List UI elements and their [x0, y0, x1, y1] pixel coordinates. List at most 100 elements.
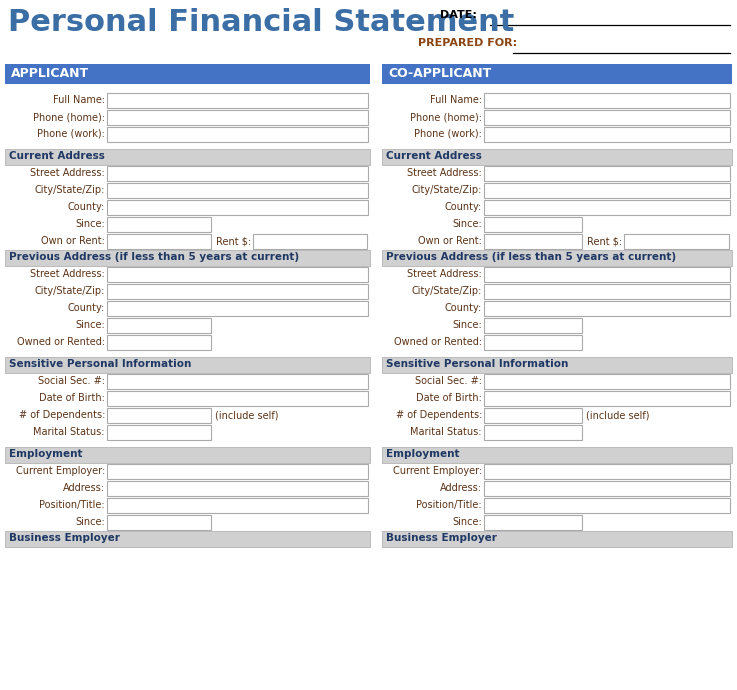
Text: PREPARED FOR:: PREPARED FOR:	[418, 38, 517, 48]
Text: Current Address: Current Address	[9, 151, 105, 161]
Text: City/State/Zip:: City/State/Zip:	[35, 286, 105, 296]
Text: Address:: Address:	[63, 483, 105, 493]
Bar	[107, 498, 368, 513]
Text: Since:: Since:	[453, 320, 482, 330]
Bar	[107, 93, 368, 108]
Bar	[107, 217, 211, 232]
Text: Since:: Since:	[75, 517, 105, 527]
Text: County:: County:	[68, 303, 105, 313]
Text: Phone (work):: Phone (work):	[414, 129, 482, 139]
Bar	[107, 391, 368, 406]
Bar	[484, 284, 730, 299]
Text: Date of Birth:: Date of Birth:	[39, 393, 105, 403]
Bar	[382, 447, 732, 463]
Bar	[484, 391, 730, 406]
Bar	[484, 166, 730, 181]
Bar	[107, 318, 211, 333]
Bar	[382, 64, 732, 84]
Text: Date of Birth:: Date of Birth:	[416, 393, 482, 403]
Text: Current Employer:: Current Employer:	[15, 466, 105, 476]
Bar	[484, 335, 582, 350]
Bar	[107, 515, 211, 530]
Text: Phone (work):: Phone (work):	[37, 129, 105, 139]
Text: Since:: Since:	[75, 320, 105, 330]
Text: Previous Address (if less than 5 years at current): Previous Address (if less than 5 years a…	[386, 252, 676, 262]
Text: Own or Rent:: Own or Rent:	[418, 236, 482, 246]
Text: Full Name:: Full Name:	[430, 95, 482, 105]
Text: (include self): (include self)	[215, 410, 279, 420]
Text: Sensitive Personal Information: Sensitive Personal Information	[9, 359, 192, 369]
Bar	[484, 183, 730, 198]
Bar	[107, 374, 368, 389]
Bar	[5, 357, 370, 373]
Bar	[484, 498, 730, 513]
Bar	[484, 425, 582, 440]
Bar	[484, 127, 730, 142]
Text: City/State/Zip:: City/State/Zip:	[412, 185, 482, 195]
Text: Street Address:: Street Address:	[408, 168, 482, 178]
Bar	[484, 267, 730, 282]
Bar	[484, 110, 730, 125]
Text: # of Dependents:: # of Dependents:	[396, 410, 482, 420]
Bar	[484, 464, 730, 479]
Text: Marital Status:: Marital Status:	[33, 427, 105, 437]
Text: (include self): (include self)	[586, 410, 649, 420]
Bar	[107, 234, 211, 249]
Text: Rent $:: Rent $:	[587, 236, 622, 246]
Text: Marital Status:: Marital Status:	[411, 427, 482, 437]
Text: DATE:: DATE:	[440, 10, 477, 20]
Bar	[484, 318, 582, 333]
Bar	[107, 481, 368, 496]
Text: Business Employer: Business Employer	[9, 533, 120, 543]
Bar	[107, 335, 211, 350]
Text: Since:: Since:	[453, 219, 482, 229]
Bar	[484, 515, 582, 530]
Bar	[382, 250, 732, 266]
Bar	[484, 481, 730, 496]
Bar	[107, 464, 368, 479]
Text: County:: County:	[444, 303, 482, 313]
Bar	[484, 234, 582, 249]
Bar	[107, 166, 368, 181]
Text: Social Sec. #:: Social Sec. #:	[415, 376, 482, 386]
Text: Social Sec. #:: Social Sec. #:	[38, 376, 105, 386]
Bar	[624, 234, 729, 249]
Bar	[5, 531, 370, 547]
Text: CO-APPLICANT: CO-APPLICANT	[388, 67, 492, 80]
Bar	[107, 200, 368, 215]
Bar	[107, 425, 211, 440]
Text: Sensitive Personal Information: Sensitive Personal Information	[386, 359, 568, 369]
Bar	[107, 301, 368, 316]
Bar	[5, 250, 370, 266]
Bar	[107, 284, 368, 299]
Text: City/State/Zip:: City/State/Zip:	[35, 185, 105, 195]
Text: Full Name:: Full Name:	[53, 95, 105, 105]
Bar	[382, 531, 732, 547]
Text: Position/Title:: Position/Title:	[39, 500, 105, 510]
Text: Since:: Since:	[453, 517, 482, 527]
Text: Address:: Address:	[440, 483, 482, 493]
Text: Phone (home):: Phone (home):	[410, 112, 482, 122]
Text: Employment: Employment	[9, 449, 83, 459]
Text: Owned or Rented:: Owned or Rented:	[394, 337, 482, 347]
Bar	[484, 408, 582, 423]
Text: APPLICANT: APPLICANT	[11, 67, 89, 80]
Bar	[107, 183, 368, 198]
Bar	[484, 217, 582, 232]
Bar	[253, 234, 367, 249]
Bar	[484, 200, 730, 215]
Text: City/State/Zip:: City/State/Zip:	[412, 286, 482, 296]
Text: Own or Rent:: Own or Rent:	[41, 236, 105, 246]
Text: County:: County:	[444, 202, 482, 212]
Text: Previous Address (if less than 5 years at current): Previous Address (if less than 5 years a…	[9, 252, 299, 262]
Text: Current Employer:: Current Employer:	[393, 466, 482, 476]
Text: Personal Financial Statement: Personal Financial Statement	[8, 8, 514, 37]
Bar	[107, 127, 368, 142]
Text: Street Address:: Street Address:	[408, 269, 482, 279]
Bar	[107, 408, 211, 423]
Text: Rent $:: Rent $:	[216, 236, 251, 246]
Bar	[484, 374, 730, 389]
Text: Street Address:: Street Address:	[30, 269, 105, 279]
Text: County:: County:	[68, 202, 105, 212]
Bar	[484, 301, 730, 316]
